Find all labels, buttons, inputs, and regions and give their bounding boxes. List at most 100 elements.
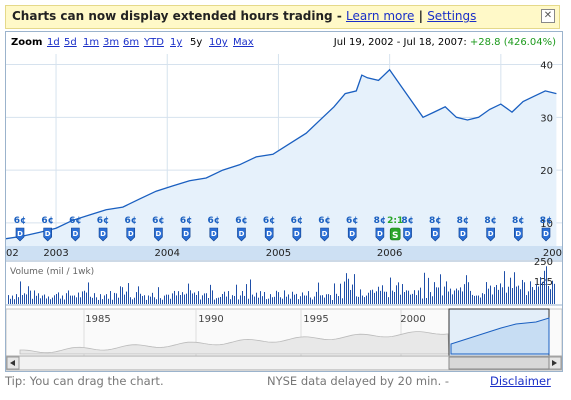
dividend-marker[interactable]: 6¢ D bbox=[263, 216, 276, 242]
volume-bar bbox=[316, 291, 317, 304]
volume-bar bbox=[268, 298, 269, 304]
volume-bar bbox=[546, 266, 547, 304]
volume-bar bbox=[472, 294, 473, 304]
volume-bar bbox=[530, 281, 531, 304]
dividend-marker[interactable]: 8¢ D bbox=[457, 216, 470, 242]
dividend-flag-letter: D bbox=[377, 230, 383, 238]
volume-bar bbox=[250, 279, 251, 304]
scroll-thumb[interactable] bbox=[448, 356, 550, 370]
close-icon[interactable]: ✕ bbox=[541, 9, 555, 23]
volume-bar bbox=[434, 282, 435, 304]
split-label: 2:1 bbox=[387, 216, 403, 226]
dividend-marker[interactable]: 6¢ D bbox=[346, 216, 359, 242]
volume-bar bbox=[188, 283, 189, 304]
zoom-option-1d[interactable]: 1d bbox=[47, 37, 60, 48]
dividend-flag-letter: D bbox=[294, 230, 300, 238]
settings-link[interactable]: Settings bbox=[427, 9, 477, 23]
date-range-text: Jul 19, 2002 - Jul 18, 2007: bbox=[333, 37, 467, 48]
volume-bar bbox=[198, 291, 199, 304]
zoom-option-3m[interactable]: 3m bbox=[103, 37, 120, 48]
volume-bar bbox=[234, 295, 235, 304]
volume-bar bbox=[50, 299, 51, 304]
volume-bar bbox=[260, 291, 261, 304]
zoom-option-5d[interactable]: 5d bbox=[64, 37, 77, 48]
y-tick-label: 40 bbox=[540, 61, 553, 72]
volume-bar bbox=[220, 296, 221, 304]
volume-bar bbox=[168, 294, 169, 304]
dividend-marker[interactable]: 6¢ D bbox=[124, 216, 137, 242]
dividend-flag-icon bbox=[71, 227, 80, 242]
volume-bar bbox=[184, 294, 185, 304]
dividend-marker[interactable]: 8¢ D bbox=[484, 216, 497, 242]
dividend-marker[interactable]: 8¢ D bbox=[374, 216, 387, 242]
dividend-flag-icon bbox=[237, 227, 246, 242]
disclaimer-link[interactable]: Disclaimer bbox=[490, 374, 551, 388]
overview-scrollbar[interactable] bbox=[6, 355, 562, 371]
volume-bar bbox=[410, 294, 411, 304]
volume-bar bbox=[230, 299, 231, 304]
x-tick-label: 2003 bbox=[43, 248, 68, 259]
zoom-option-max[interactable]: Max bbox=[233, 37, 254, 48]
volume-bar bbox=[330, 295, 331, 304]
volume-bar bbox=[456, 288, 457, 304]
dividend-marker[interactable]: 6¢ D bbox=[41, 216, 54, 242]
dividend-marker[interactable]: 6¢ D bbox=[14, 216, 27, 242]
volume-bar bbox=[372, 289, 373, 304]
volume-bar bbox=[306, 295, 307, 304]
volume-bar bbox=[278, 292, 279, 304]
volume-bar bbox=[52, 297, 53, 304]
dividend-marker[interactable]: 8¢ D bbox=[429, 216, 442, 242]
volume-bar bbox=[26, 294, 27, 304]
dividend-marker[interactable]: 6¢ D bbox=[180, 216, 193, 242]
volume-bar bbox=[478, 295, 479, 304]
dividend-markers[interactable]: 6¢D 6¢D 6¢D 6¢D 6¢D 6¢D 6¢D 6¢D 6¢D 6¢D 6¢D 6¢D 6¢D 8… bbox=[14, 216, 553, 242]
dividend-marker[interactable]: 8¢ D bbox=[540, 216, 553, 242]
volume-bar bbox=[80, 297, 81, 304]
volume-bar bbox=[186, 293, 187, 304]
learn-more-link[interactable]: Learn more bbox=[345, 9, 415, 23]
zoom-option-5y[interactable]: 5y bbox=[190, 37, 203, 48]
volume-bar bbox=[22, 295, 23, 304]
volume-tick-label: 125 bbox=[534, 277, 553, 288]
dividend-marker[interactable]: 6¢ D bbox=[208, 216, 221, 242]
volume-bar bbox=[318, 282, 319, 304]
split-marker[interactable]: 2:1 S bbox=[387, 216, 403, 241]
volume-bar bbox=[442, 295, 443, 304]
zoom-option-6m[interactable]: 6m bbox=[123, 37, 140, 48]
volume-bar bbox=[12, 295, 13, 304]
y-tick-label: 30 bbox=[540, 113, 553, 124]
volume-bar bbox=[464, 284, 465, 304]
x-tick-label: 200 bbox=[543, 248, 562, 259]
volume-bar bbox=[388, 297, 389, 304]
dividend-marker[interactable]: 8¢ D bbox=[401, 216, 414, 242]
price-line bbox=[6, 68, 557, 240]
volume-bar bbox=[28, 286, 29, 304]
volume-bar bbox=[14, 299, 15, 304]
dividend-marker[interactable]: 6¢ D bbox=[291, 216, 304, 242]
dividend-flag-icon bbox=[264, 227, 274, 242]
chart-frame[interactable]: Zoom 1d 5d 1m 3m 6m YTD 1y 5y 10y Max Ju… bbox=[5, 31, 563, 372]
volume-tick-label: 250 bbox=[534, 257, 553, 268]
volume-bar bbox=[336, 293, 337, 304]
scroll-left-arrow-icon bbox=[10, 360, 15, 366]
volume-bar bbox=[242, 290, 243, 304]
dividend-marker[interactable]: 6¢ D bbox=[318, 216, 331, 242]
zoom-option-10y[interactable]: 10y bbox=[209, 37, 228, 48]
volume-bar bbox=[436, 287, 437, 304]
dividend-marker[interactable]: 8¢ D bbox=[512, 216, 525, 242]
volume-bar bbox=[476, 295, 477, 304]
zoom-option-1y[interactable]: 1y bbox=[170, 37, 183, 48]
zoom-option-ytd[interactable]: YTD bbox=[144, 37, 164, 48]
volume-bar bbox=[448, 291, 449, 304]
volume-bar bbox=[302, 292, 303, 304]
dividend-marker[interactable]: 6¢ D bbox=[69, 216, 82, 242]
dividend-marker[interactable]: 6¢ D bbox=[235, 216, 248, 242]
volume-bar bbox=[74, 295, 75, 304]
zoom-option-1m[interactable]: 1m bbox=[83, 37, 100, 48]
overview-navigator[interactable]: 19851990199520002005 bbox=[6, 308, 562, 371]
volume-bar bbox=[550, 289, 551, 304]
dividend-marker[interactable]: 6¢ D bbox=[152, 216, 165, 242]
dividend-marker[interactable]: 6¢ D bbox=[97, 216, 110, 242]
volume-bar bbox=[180, 295, 181, 304]
